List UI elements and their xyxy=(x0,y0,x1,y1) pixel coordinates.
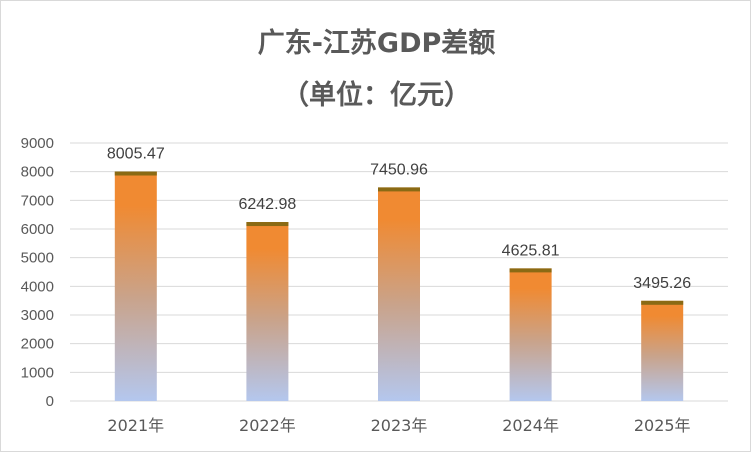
bar xyxy=(378,187,420,401)
data-label: 6242.98 xyxy=(238,196,296,213)
data-label: 7450.96 xyxy=(370,161,428,178)
x-tick-label: 2021年 xyxy=(107,416,164,435)
bars: 8005.47 6242.98 7450.96 4625.81 3495.26 xyxy=(107,146,691,401)
bar xyxy=(114,171,157,401)
data-label: 4625.81 xyxy=(502,242,560,259)
x-tick-label: 2022年 xyxy=(239,416,296,435)
data-label: 8005.47 xyxy=(107,146,165,163)
chart-title: 广东-江苏GDP差额 xyxy=(257,28,496,59)
y-tick-label: 0 xyxy=(46,393,54,410)
y-tick-label: 2000 xyxy=(21,336,54,353)
bar-cap xyxy=(509,268,552,273)
y-tick-label: 9000 xyxy=(21,135,54,152)
bar xyxy=(509,268,552,401)
y-tick-label: 4000 xyxy=(21,278,54,295)
bar-cap xyxy=(246,222,289,227)
chart-subtitle: （单位：亿元） xyxy=(282,80,471,111)
y-tick-label: 6000 xyxy=(21,221,54,238)
y-tick-label: 7000 xyxy=(21,192,54,209)
bar xyxy=(246,222,289,401)
y-axis: 0 1000 2000 3000 4000 5000 6000 7000 8000 9000 xyxy=(21,135,54,410)
y-tick-label: 8000 xyxy=(21,164,54,181)
y-tick-label: 3000 xyxy=(21,307,54,324)
x-axis: 2021年 2022年 2023年 2024年 2025年 xyxy=(107,416,690,435)
data-label: 3495.26 xyxy=(633,275,691,292)
bar-cap xyxy=(378,187,420,192)
bar-cap xyxy=(641,300,684,305)
x-tick-label: 2025年 xyxy=(634,416,691,435)
x-tick-label: 2024年 xyxy=(502,416,559,435)
y-tick-label: 1000 xyxy=(21,364,54,381)
x-tick-label: 2023年 xyxy=(371,416,428,435)
bar xyxy=(641,300,684,401)
bar-cap xyxy=(114,171,157,176)
y-tick-label: 5000 xyxy=(21,250,54,267)
